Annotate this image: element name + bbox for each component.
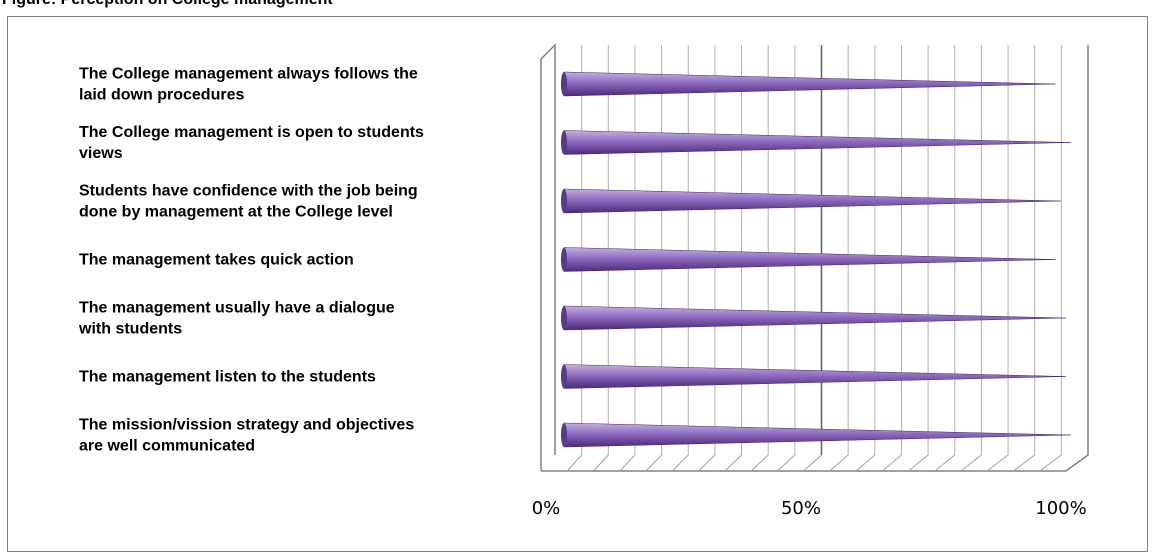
category-label-line: with students: [78, 321, 182, 338]
floor-gridline: [1014, 455, 1035, 471]
category-label-line: The mission/vission strategy and objecti…: [79, 417, 414, 434]
x-axis-ticks: 0% 50% 100%: [532, 498, 1087, 519]
category-label-line: The management listen to the students: [79, 369, 376, 386]
floor-gridline: [751, 455, 768, 471]
category-label: The management listen to the students: [79, 369, 376, 386]
floor-gridline: [567, 455, 581, 471]
x-tick-label: 100%: [1035, 498, 1086, 519]
floor-gridline: [856, 455, 875, 471]
category-label: The management takes quick action: [79, 252, 354, 269]
bar: [561, 423, 1071, 447]
floor-gridline: [646, 455, 662, 471]
category-label: Students have confidence with the job be…: [79, 183, 418, 221]
floor-gridline: [777, 455, 795, 471]
category-label-line: The College management always follows th…: [79, 66, 418, 83]
floor-gridline: [882, 455, 901, 471]
cone-base: [561, 131, 567, 155]
category-label-line: are well communicated: [79, 438, 255, 455]
cone-body: [564, 131, 1071, 155]
bar: [561, 306, 1066, 330]
bar: [561, 189, 1061, 213]
x-tick-label: 50%: [781, 498, 821, 519]
cone-base: [561, 423, 567, 447]
chart-area: The College management always follows th…: [8, 17, 1149, 553]
category-label-line: The management usually have a dialogue: [79, 300, 395, 317]
left-wall-edge: [541, 45, 555, 455]
cone-base: [561, 306, 567, 330]
category-labels: The College management always follows th…: [78, 66, 424, 455]
category-label-line: Students have confidence with the job be…: [79, 183, 418, 200]
floor-gridline: [620, 455, 635, 471]
floor-gridline: [804, 455, 822, 471]
floor-gridline: [935, 455, 955, 471]
category-label: The mission/vission strategy and objecti…: [79, 417, 414, 455]
floor-gridline: [961, 455, 981, 471]
cone-base: [561, 248, 567, 272]
x-tick-label: 0%: [532, 498, 561, 519]
category-label: The College management is open to studen…: [79, 124, 424, 162]
bar: [561, 365, 1066, 389]
figure-caption: Figure: Perception on College management: [2, 0, 333, 9]
floor-gridline: [1040, 455, 1062, 471]
category-label: The College management always follows th…: [79, 66, 418, 104]
cone-body: [564, 423, 1071, 447]
floor-gridline: [830, 455, 848, 471]
category-label-line: views: [79, 145, 123, 162]
chart-frame: The College management always follows th…: [7, 16, 1148, 552]
floor-gridline: [672, 455, 688, 471]
cone-body: [564, 365, 1066, 389]
floor-gridline: [725, 455, 742, 471]
category-label-line: The College management is open to studen…: [79, 124, 424, 141]
cone-base: [561, 72, 567, 96]
bar: [561, 131, 1071, 155]
floor-gridline: [594, 455, 609, 471]
category-label: The management usually have a dialogue wi…: [78, 300, 395, 338]
floor-gridline: [699, 455, 715, 471]
cone-body: [564, 189, 1061, 213]
cone-base: [561, 365, 567, 389]
floor-gridline: [987, 455, 1008, 471]
right-wall-edge: [1066, 45, 1088, 471]
cone-body: [564, 306, 1066, 330]
floor-gridline: [909, 455, 929, 471]
cone-base: [561, 189, 567, 213]
category-label-line: The management takes quick action: [79, 252, 354, 269]
category-label-line: done by management at the College level: [79, 204, 393, 221]
category-label-line: laid down procedures: [79, 87, 244, 104]
bars-layer: [561, 72, 1071, 447]
